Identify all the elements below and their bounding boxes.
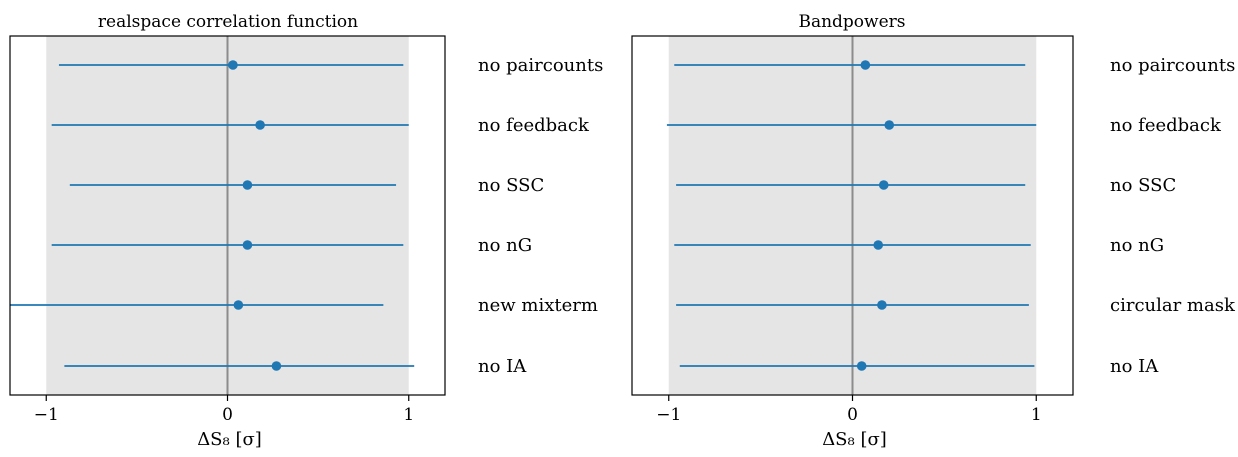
- chart-title: Bandpowers: [798, 12, 905, 32]
- row-label: no SSC: [478, 175, 544, 196]
- data-point: [242, 240, 253, 250]
- row-label: no feedback: [1110, 115, 1222, 136]
- x-axis-label: ΔS₈ [σ]: [822, 429, 887, 450]
- data-point: [873, 240, 884, 250]
- chart-panel-1: realspace correlation function −1 0 1 ΔS₈ [σ…: [9, 12, 603, 450]
- chart-panel-2: Bandpowers −1 0 1 ΔS₈ [σ] no paircounts no fee…: [631, 12, 1236, 450]
- x-tick-label: 0: [847, 405, 858, 425]
- data-point: [860, 60, 871, 70]
- row-label: no nG: [478, 235, 532, 256]
- row-label: no paircounts: [1110, 55, 1235, 76]
- data-point: [877, 300, 887, 310]
- row-label: no nG: [1110, 235, 1164, 256]
- x-tick-label: 1: [1031, 405, 1042, 425]
- data-point: [242, 180, 253, 190]
- row-label: no IA: [1110, 356, 1159, 377]
- x-tick-label: 1: [403, 405, 414, 425]
- data-point: [233, 300, 244, 310]
- row-label: new mixterm: [478, 295, 598, 316]
- data-point: [255, 120, 265, 130]
- x-axis-label: ΔS₈ [σ]: [197, 429, 262, 450]
- row-label: no feedback: [478, 115, 590, 136]
- x-tick-label: 0: [222, 405, 233, 425]
- row-label: no SSC: [1110, 175, 1176, 196]
- x-tick-label: −1: [656, 405, 681, 425]
- data-point: [856, 361, 867, 371]
- row-label: no IA: [478, 356, 527, 377]
- row-label: no paircounts: [478, 55, 603, 76]
- data-point: [884, 120, 895, 130]
- errorbar-series: [10, 60, 415, 371]
- chart-title: realspace correlation function: [98, 12, 358, 32]
- row-label: circular mask: [1110, 295, 1236, 316]
- x-tick-label: −1: [34, 405, 59, 425]
- errorbar-series: [666, 60, 1037, 371]
- data-point: [228, 60, 238, 70]
- data-point: [271, 361, 282, 371]
- data-point: [878, 180, 889, 190]
